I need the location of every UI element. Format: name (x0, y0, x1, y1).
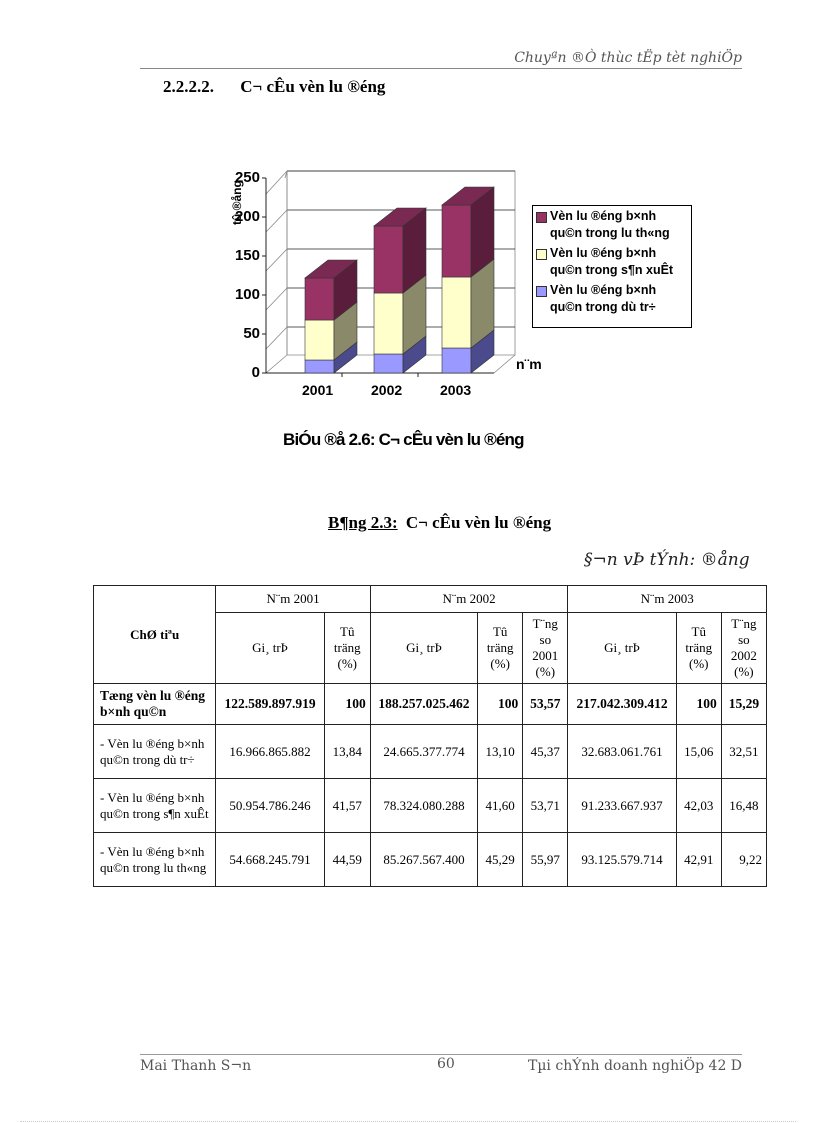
cell: 44,59 (323, 832, 371, 887)
cell: 42,91 (675, 832, 722, 887)
footer-rule (140, 1054, 742, 1055)
year-header: N¨m 2003 (567, 585, 767, 613)
page-edge (20, 1121, 796, 1123)
sub-header-value: Gi¸ trÞ (369, 612, 479, 684)
chart-caption: BiÓu ®å 2.6: C¬ cÊu vèn l­u ®éng (283, 430, 524, 449)
cell: 9,22 (720, 832, 768, 887)
cell: 41,60 (477, 778, 524, 833)
cell: 41,57 (323, 778, 371, 833)
header-row-years: ChØ tiªu N¨m 2001 N¨m 2002 N¨m 2003 (92, 585, 767, 684)
header-rule (140, 68, 742, 69)
table-row: Tæng vèn l­u ®éng b×nh qu©n 122.589.897.… (92, 683, 768, 725)
cell: 45,37 (522, 724, 569, 779)
cell: 93.125.579.714 (567, 832, 677, 887)
sub-header-growth: T¨ng so 2002 (%) (720, 612, 768, 684)
y-tick: 50 (243, 325, 260, 342)
cell: 15,29 (720, 683, 768, 725)
cell: 13,84 (323, 724, 371, 779)
cell: 217.042.309.412 (567, 683, 677, 725)
row-label: - Vèn lu ®éng b×nh qu©n trong s¶n xuÊt (92, 778, 217, 833)
bar-2001 (304, 259, 358, 374)
cell: 15,06 (675, 724, 722, 779)
sub-header-share: Tû träng (%) (323, 612, 371, 684)
legend-item: Vèn l­u ®éng b×nh qu©n trong l­u th«ng (536, 208, 688, 242)
cell: 100 (477, 683, 524, 725)
cell: 85.267.567.400 (369, 832, 479, 887)
cell: 122.589.897.919 (215, 683, 325, 725)
header-row-sub: Gi¸ trÞ Tû träng (%) Gi¸ trÞ Tû träng (%… (94, 612, 768, 684)
bar-2002 (373, 207, 427, 374)
section-title: C¬ cÊu vèn lu ®éng (240, 77, 386, 96)
x-tick: 2003 (440, 382, 472, 398)
cell: 32,51 (720, 724, 768, 779)
table-number: B¶ng 2.3: (328, 513, 398, 532)
y-tick: 200 (234, 208, 260, 225)
cell: 100 (675, 683, 722, 725)
legend-label: Vèn l­u ®éng b×nh qu©n trong dù tr÷ (550, 283, 657, 314)
table-row: - Vèn l­u ®éng b×nh qu©n trong dù tr÷ 16… (92, 724, 768, 779)
running-header: Chuyªn ®Ò thùc tËp tèt nghiÖp (514, 50, 742, 66)
bar-2003 (441, 186, 495, 374)
cell: 54.668.245.791 (215, 832, 325, 887)
cell: 100 (323, 683, 371, 725)
y-tick: 0 (251, 364, 260, 381)
cell: 78.324.080.288 (369, 778, 479, 833)
year-header: N¨m 2001 (215, 585, 371, 613)
col-header-indicator: ChØ tiªu (92, 585, 217, 684)
legend-item: Vèn l­u ®éng b×nh qu©n trong dù tr÷ (536, 282, 688, 316)
table-row: - Vèn lu ®éng b×nh qu©n trong s¶n xuÊt 5… (92, 778, 768, 833)
cell: 50.954.786.246 (215, 778, 325, 833)
sub-header-share: Tû träng (%) (477, 612, 524, 684)
cell: 45,29 (477, 832, 524, 887)
footer-class: Tµi chÝnh doanh nghiÖp 42 D (528, 1058, 743, 1074)
section-heading: 2.2.2.2. C¬ cÊu vèn lu ®éng (163, 77, 385, 97)
footer-author: Mai Thanh S¬n (140, 1058, 252, 1074)
chart-plot (262, 170, 516, 377)
legend-label: Vèn l­u ®éng b×nh qu©n trong s¶n xuÊt (550, 246, 674, 277)
cell: 55,97 (522, 832, 569, 887)
year-header: N¨m 2002 (369, 585, 569, 613)
cell: 24.665.377.774 (369, 724, 479, 779)
cell: 53,57 (522, 683, 569, 725)
legend-swatch (536, 286, 547, 297)
section-number: 2.2.2.2. (163, 77, 214, 96)
table-title-text: C¬ cÊu vèn lu ®éng (405, 513, 552, 532)
table-row: - Vèn l­u ®éng b×nh qu©n trong l­u th«ng… (92, 832, 768, 887)
cell: 16,48 (720, 778, 768, 833)
sub-header-share: Tû träng (%) (675, 612, 722, 684)
row-label: Tæng vèn l­u ®éng b×nh qu©n (92, 683, 217, 725)
sub-header-growth: T¨ng so 2001 (%) (522, 612, 569, 684)
cell: 42,03 (675, 778, 722, 833)
unit-note: §¬n vÞ tÝnh: ®ång (584, 550, 750, 570)
x-tick: 2001 (302, 382, 334, 398)
cell: 53,71 (522, 778, 569, 833)
cell: 188.257.025.462 (369, 683, 479, 725)
cell: 16.966.865.882 (215, 724, 325, 779)
cell: 91.233.667.937 (567, 778, 677, 833)
x-tick: 2002 (371, 382, 403, 398)
cell: 13,10 (477, 724, 524, 779)
x-axis-label: n¨m (516, 356, 542, 372)
row-label: - Vèn l­u ®éng b×nh qu©n trong dù tr÷ (92, 724, 217, 779)
stacked-bar-chart: tû ®ång (0, 0, 816, 420)
legend-label: Vèn l­u ®éng b×nh qu©n trong l­u th«ng (550, 209, 670, 240)
y-tick: 100 (234, 286, 260, 303)
y-tick: 150 (234, 247, 260, 264)
legend-swatch (536, 212, 547, 223)
y-tick: 250 (234, 169, 260, 186)
table-title: B¶ng 2.3: C¬ cÊu vèn lu ®éng (328, 513, 551, 533)
legend-swatch (536, 249, 547, 260)
capital-structure-table: ChØ tiªu N¨m 2001 N¨m 2002 N¨m 2003 Gi¸ … (92, 585, 768, 887)
sub-header-value: Gi¸ trÞ (215, 612, 325, 684)
cell: 32.683.061.761 (567, 724, 677, 779)
row-label: - Vèn l­u ®éng b×nh qu©n trong l­u th«ng (92, 832, 217, 887)
chart-legend: Vèn l­u ®éng b×nh qu©n trong l­u th«ng V… (532, 205, 692, 328)
page-number: 60 (437, 1056, 455, 1072)
sub-header-value: Gi¸ trÞ (567, 612, 677, 684)
legend-item: Vèn l­u ®éng b×nh qu©n trong s¶n xuÊt (536, 245, 688, 279)
